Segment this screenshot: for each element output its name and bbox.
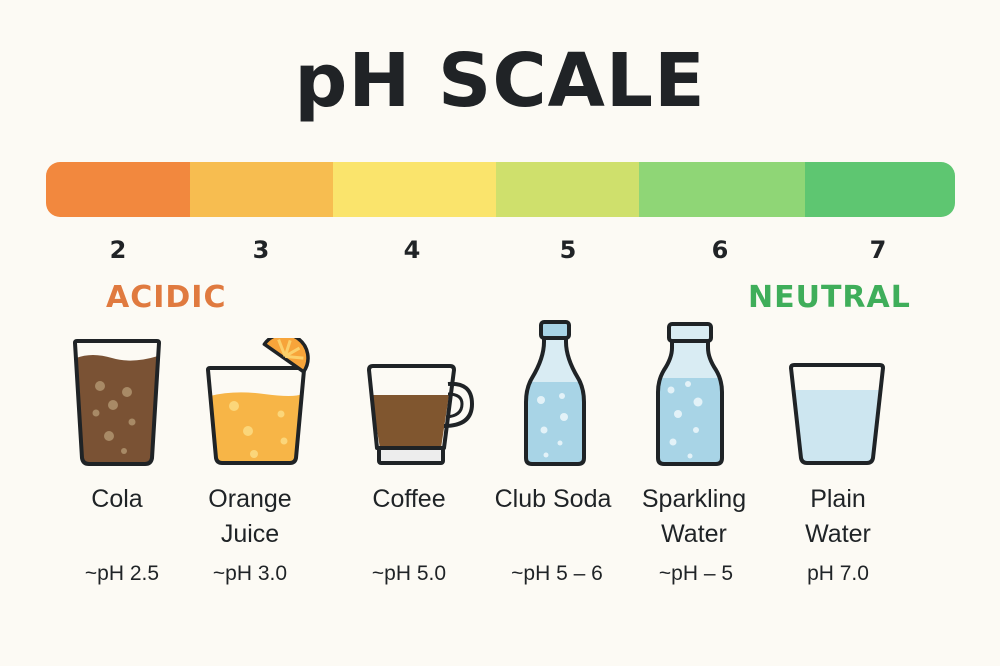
tick-label: 3 [252, 236, 270, 264]
drink-name-plain-water: Plain Water [805, 485, 871, 548]
drink-name-club-soda: Club Soda [494, 485, 612, 513]
tick-label: 5 [559, 236, 577, 264]
cola-glass-icon [73, 339, 161, 466]
scale-segment-2 [46, 162, 190, 217]
tick-label: 2 [109, 236, 127, 264]
drink-ph-coffee: ~pH 5.0 [371, 562, 447, 585]
page-title: pH SCALE [294, 38, 706, 124]
scale-segment-5 [496, 162, 639, 217]
drink-ph-orange-juice: ~pH 3.0 [212, 562, 288, 585]
scale-segment-3 [190, 162, 333, 217]
drink-name-cola: Cola [91, 485, 143, 513]
ph-color-scale [46, 162, 955, 217]
orange-juice-glass-icon [206, 338, 310, 465]
scale-segment-7 [805, 162, 955, 217]
drink-ph-cola: ~pH 2.5 [84, 562, 160, 585]
scale-segment-4 [333, 162, 496, 217]
water-glass-icon [789, 363, 885, 465]
neutral-label: NEUTRAL [748, 280, 911, 315]
club-soda-bottle-icon [524, 320, 586, 466]
drink-ph-club-soda: ~pH 5 – 6 [511, 562, 603, 585]
drink-name-coffee: Coffee [372, 485, 446, 513]
tick-label: 4 [403, 236, 421, 264]
scale-segment-6 [639, 162, 805, 217]
sparkling-water-bottle-icon [656, 322, 724, 466]
drink-ph-plain-water: pH 7.0 [807, 562, 869, 585]
drink-name-sparkling-water: Sparkling Water [641, 485, 747, 548]
drink-name-orange-juice: Orange Juice [208, 485, 292, 548]
acidic-label: ACIDIC [106, 280, 227, 315]
tick-label: 7 [869, 236, 887, 264]
coffee-mug-icon [367, 364, 474, 465]
drink-ph-sparkling-water: ~pH – 5 [658, 562, 734, 585]
tick-label: 6 [711, 236, 729, 264]
